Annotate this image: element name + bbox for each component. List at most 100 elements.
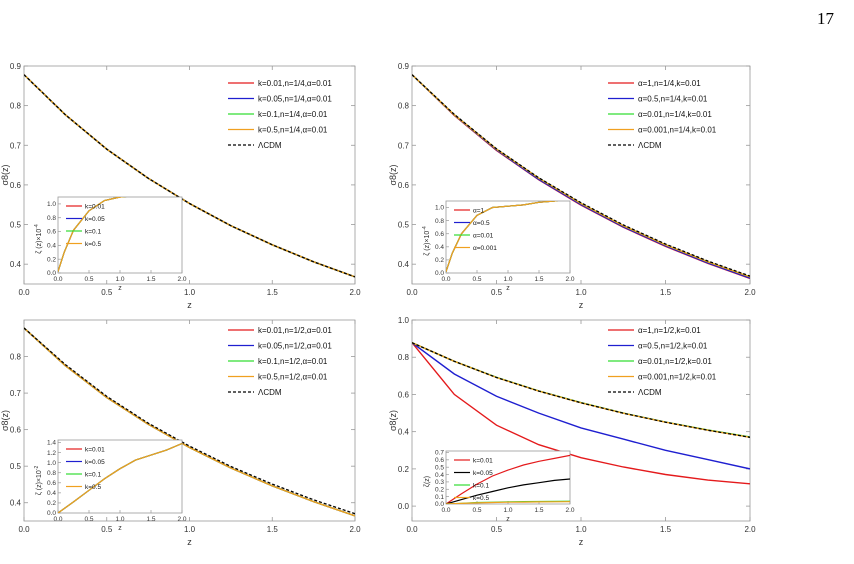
series-line bbox=[24, 74, 355, 278]
y-tick-label: 0.8 bbox=[10, 353, 22, 362]
y-axis-label: σ8(z) bbox=[388, 410, 398, 431]
x-tick-label: 2.0 bbox=[744, 288, 756, 297]
panel-bottom-right: 0.0 0.5 1.0 1.5 2.0 0.0 0.2 0.4 0.6 0.8 1.0 z σ8(z) α… bbox=[388, 316, 756, 547]
y-tick-label: 0.6 bbox=[10, 426, 22, 435]
inset-x-tick-label: 2.0 bbox=[177, 516, 186, 523]
inset-x-axis-label: z bbox=[506, 285, 510, 292]
y-tick-label: 0.7 bbox=[398, 141, 410, 150]
inset-legend-entry: k=0.1 bbox=[473, 483, 489, 490]
legend-entry: α=0.01,n=1/2,k=0.01 bbox=[638, 357, 712, 366]
inset-legend-entry: k=0.05 bbox=[85, 216, 105, 223]
x-tick-label: 0.5 bbox=[491, 288, 503, 297]
inset-series-line bbox=[446, 478, 570, 504]
inset-y-tick-label: 0.2 bbox=[47, 500, 56, 507]
inset-x-tick-label: 1.0 bbox=[503, 276, 512, 283]
inset-y-tick-label: 0.8 bbox=[435, 218, 444, 225]
inset-y-axis-label: ζ (z)×10-4 bbox=[422, 226, 431, 256]
x-tick-label: 1.0 bbox=[575, 288, 587, 297]
series-line bbox=[412, 342, 750, 470]
inset-x-tick-label: 0.0 bbox=[441, 276, 450, 283]
x-axis-label: z bbox=[187, 300, 192, 310]
y-tick-label: 0.8 bbox=[398, 353, 410, 362]
x-tick-label: 0.0 bbox=[406, 288, 418, 297]
inset-x-tick-label: 1.0 bbox=[115, 276, 124, 283]
panel-top-right: 0.0 0.5 1.0 1.5 2.00.40.50.60.70.80.9zσ8(z)α… bbox=[388, 62, 756, 310]
inset-legend-entry: k=0.5 bbox=[85, 484, 101, 491]
legend-entry: α=1,n=1/2,k=0.01 bbox=[638, 326, 701, 335]
inset-y-tick-label: 0.8 bbox=[47, 215, 56, 222]
inset-y-tick-label: 0.0 bbox=[435, 501, 444, 508]
y-tick-label: 0.8 bbox=[398, 102, 410, 111]
inset-y-axis-label: ζ (z)×10-2 bbox=[34, 466, 43, 496]
inset-y-axis-exponent: -2 bbox=[34, 466, 40, 471]
series-line bbox=[412, 342, 750, 485]
inset-plot: 0.0 0.5 1.0 1.5 2.0 0.0 0.2 0.4 0.6 0.8 1.0 z ζ (z)×… bbox=[422, 200, 575, 292]
inset-legend-entry: k=0.1 bbox=[85, 472, 101, 479]
y-tick-label: 0.6 bbox=[398, 390, 410, 399]
legend-entry: k=0.1,n=1/4,α=0.01 bbox=[258, 110, 328, 119]
legend-entry: k=0.5,n=1/4,α=0.01 bbox=[258, 126, 328, 135]
inset-x-axis-label: z bbox=[118, 285, 122, 292]
inset-x-tick-label: 1.5 bbox=[146, 276, 155, 283]
inset-x-tick-label: 0.5 bbox=[84, 516, 93, 523]
x-tick-label: 0.0 bbox=[406, 525, 418, 534]
x-tick-label: 2.0 bbox=[744, 525, 756, 534]
x-tick-label: 0.0 bbox=[18, 525, 30, 534]
inset-y-tick-label: 0.4 bbox=[435, 244, 444, 251]
inset-legend-entry: k=0.1 bbox=[85, 229, 101, 236]
inset-legend-entry: α=1 bbox=[473, 208, 485, 215]
legend-entry: k=0.05,n=1/4,α=0.01 bbox=[258, 95, 332, 104]
series-line bbox=[412, 74, 750, 277]
y-axis-label: σ8(z) bbox=[0, 410, 10, 431]
y-tick-label: 0.4 bbox=[10, 499, 22, 508]
inset-y-tick-label: 0.4 bbox=[435, 472, 444, 479]
inset-x-axis-label: z bbox=[118, 525, 122, 532]
x-axis-label: z bbox=[187, 537, 192, 547]
inset-y-tick-label: 0.6 bbox=[47, 480, 56, 487]
inset-y-tick-label: 0.4 bbox=[47, 490, 56, 497]
inset-y-tick-label: 1.4 bbox=[47, 440, 56, 447]
inset-legend-entry: k=0.01 bbox=[85, 204, 105, 211]
inset-x-tick-label: 2.0 bbox=[177, 276, 186, 283]
y-tick-label: 0.2 bbox=[398, 465, 410, 474]
y-tick-label: 0.6 bbox=[398, 181, 410, 190]
inset-legend-entry: k=0.01 bbox=[473, 458, 493, 465]
inset-y-tick-label: 0.8 bbox=[47, 470, 56, 477]
y-axis-label: σ8(z) bbox=[388, 164, 398, 185]
y-tick-label: 0.4 bbox=[398, 260, 410, 269]
inset-x-tick-label: 2.0 bbox=[565, 507, 574, 514]
legend-entry: α=1,n=1/4,k=0.01 bbox=[638, 79, 701, 88]
inset-legend-entry: α=0.01 bbox=[473, 233, 494, 240]
x-tick-label: 1.0 bbox=[184, 288, 196, 297]
legend-entry: ΛCDM bbox=[258, 388, 282, 397]
x-tick-label: 0.5 bbox=[101, 525, 113, 534]
inset-y-axis-exponent: -4 bbox=[34, 224, 40, 229]
legend-entry: α=0.001,n=1/2,k=0.01 bbox=[638, 373, 717, 382]
y-tick-label: 0.6 bbox=[10, 181, 22, 190]
inset-legend-entry: k=0.5 bbox=[473, 495, 489, 502]
x-tick-label: 0.0 bbox=[18, 288, 30, 297]
y-tick-label: 0.5 bbox=[10, 462, 22, 471]
inset-y-tick-label: 0.5 bbox=[435, 464, 444, 471]
x-tick-label: 0.5 bbox=[101, 288, 113, 297]
series-line bbox=[24, 327, 355, 517]
x-tick-label: 0.5 bbox=[491, 525, 503, 534]
inset-x-tick-label: 0.5 bbox=[84, 276, 93, 283]
legend-entry: ΛCDM bbox=[638, 141, 662, 150]
inset-y-tick-label: 0.0 bbox=[47, 270, 56, 277]
inset-x-tick-label: 0.5 bbox=[472, 276, 481, 283]
y-axis-label: σ8(z) bbox=[0, 164, 10, 185]
legend-entry: k=0.01,n=1/2,α=0.01 bbox=[258, 326, 332, 335]
inset-x-tick-label: 1.5 bbox=[534, 276, 543, 283]
inset-y-tick-label: 0.2 bbox=[47, 256, 56, 263]
inset-legend-entry: k=0.01 bbox=[85, 447, 105, 454]
inset-legend-entry: α=0.5 bbox=[473, 220, 490, 227]
inset-x-tick-label: 2.0 bbox=[565, 276, 574, 283]
panel-bottom-left: 0.0 0.5 1.0 1.5 2.00.40.50.60.70.8zσ8(z)k=0.… bbox=[0, 319, 361, 547]
inset-y-tick-label: 1.0 bbox=[47, 201, 56, 208]
inset-y-axis-label: ζ (z)×10-4 bbox=[34, 224, 43, 254]
inset-series-line bbox=[446, 201, 559, 272]
legend-entry: k=0.05,n=1/2,α=0.01 bbox=[258, 342, 332, 351]
inset-x-axis-label: z bbox=[506, 516, 510, 523]
inset-x-tick-label: 0.0 bbox=[441, 507, 450, 514]
